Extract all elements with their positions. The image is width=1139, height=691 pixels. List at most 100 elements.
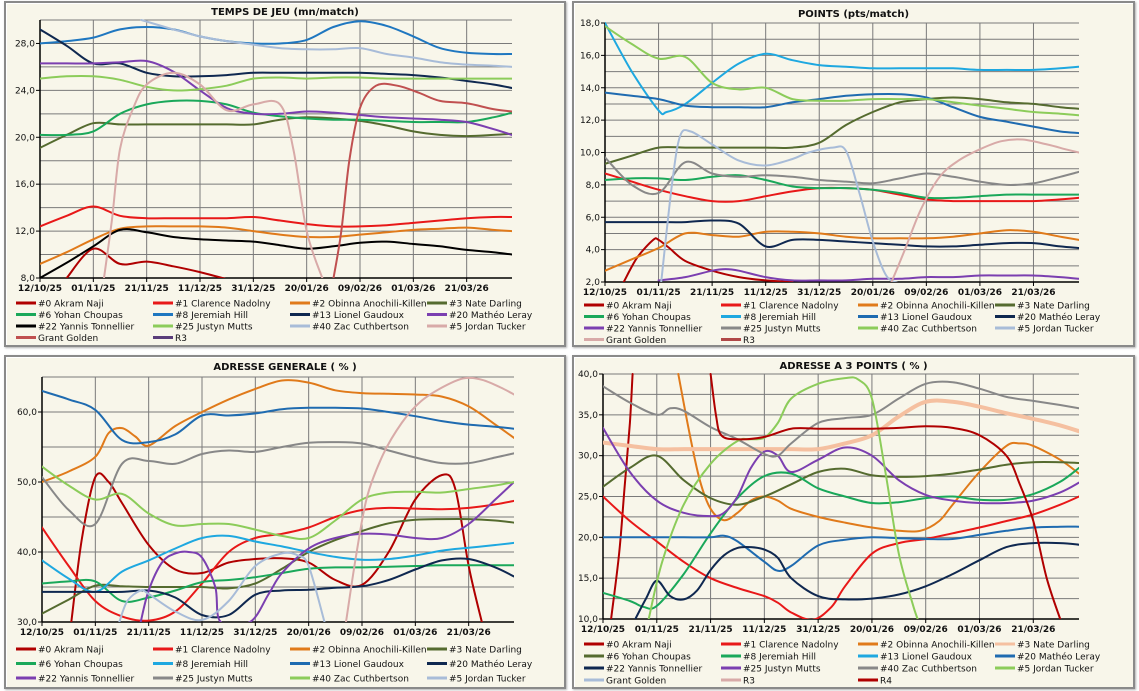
series-line-grant-golden[interactable] — [332, 82, 512, 279]
legend-item[interactable]: #3 Nate Darling — [427, 646, 522, 656]
legend-item[interactable]: #3 Nate Darling — [427, 300, 522, 310]
series-line-8-jeremiah-hill[interactable] — [605, 22, 1079, 116]
legend-item[interactable]: #20 Mathéo Leray — [995, 652, 1101, 663]
legend-item[interactable]: #8 Jeremiah Hill — [153, 311, 248, 321]
legend-item[interactable]: #3 Nate Darling — [995, 641, 1090, 651]
legend-item[interactable]: #8 Jeremiah Hill — [721, 313, 816, 323]
series-line-22-yannis-tonnellier[interactable] — [657, 268, 1079, 282]
legend-item[interactable]: #2 Obinna Anochili-Killen — [290, 300, 427, 310]
series-line-25-justyn-mutts[interactable] — [603, 426, 1079, 518]
legend-item[interactable]: #1 Clarence Nadolny — [153, 646, 271, 656]
legend-item[interactable]: Grant Golden — [584, 336, 666, 345]
series-line-r4[interactable] — [709, 373, 1062, 619]
legend-item[interactable]: #22 Yannis Tonnellier — [16, 323, 135, 333]
legend-item[interactable]: Grant Golden — [584, 677, 666, 687]
series-line-20-math-o-leray[interactable] — [42, 557, 514, 619]
legend-item[interactable]: #13 Lionel Gaudoux — [858, 653, 973, 663]
legend-item[interactable]: Grant Golden — [16, 334, 98, 344]
legend-item[interactable]: #13 Lionel Gaudoux — [858, 313, 973, 323]
series-line-0-akram-naji[interactable] — [610, 373, 634, 619]
legend-item[interactable]: #6 Yohan Choupas — [584, 653, 691, 663]
series-line-grant-golden[interactable] — [890, 138, 1080, 282]
series-line-3-nate-darling[interactable] — [42, 517, 514, 615]
series-line-3-nate-darling[interactable] — [603, 398, 1079, 452]
series-line-0-akram-naji[interactable] — [622, 237, 794, 282]
series-line-40-zac-cuthbertson[interactable] — [605, 25, 1079, 117]
legend-item[interactable]: #2 Obinna Anochili-Killen — [858, 302, 995, 312]
series-line-40-zac-cuthbertson[interactable] — [140, 19, 512, 68]
legend-item[interactable]: #8 Jeremiah Hill — [721, 653, 816, 663]
legend-item[interactable]: #25 Justyn Mutts — [721, 325, 821, 335]
series-line-8-jeremiah-hill[interactable] — [603, 466, 1079, 610]
series-line-13-lionel-gaudoux[interactable] — [40, 28, 512, 89]
legend-item[interactable]: #8 Jeremiah Hill — [153, 660, 248, 670]
legend-item[interactable]: R3 — [721, 336, 755, 345]
series-line-22-yannis-tonnellier[interactable] — [634, 541, 1079, 619]
legend-item[interactable]: #13 Lionel Gaudoux — [290, 311, 405, 321]
legend-item[interactable]: #13 Lionel Gaudoux — [290, 660, 405, 670]
series-line-2-obinna-anochili-killen[interactable] — [605, 229, 1079, 272]
series-line-22-yannis-tonnellier[interactable] — [139, 481, 514, 626]
series-line-5-jordan-tucker[interactable] — [103, 71, 324, 279]
legend-item[interactable]: #5 Jordan Tucker — [995, 325, 1094, 335]
legend-item[interactable]: #2 Obinna Anochili-Killen — [290, 646, 427, 656]
series-line-6-yohan-choupas[interactable] — [603, 454, 1079, 506]
legend-item[interactable]: #25 Justyn Mutts — [153, 675, 253, 685]
legend-item[interactable]: #25 Justyn Mutts — [153, 323, 253, 333]
legend-item[interactable]: #40 Zac Cuthbertson — [290, 323, 409, 333]
series-line-1-clarence-nadolny[interactable] — [603, 495, 1079, 620]
legend-item[interactable]: #1 Clarence Nadolny — [153, 300, 271, 310]
legend-item[interactable]: #6 Yohan Choupas — [16, 311, 123, 321]
legend-item[interactable]: #0 Akram Naji — [16, 300, 104, 310]
legend-item[interactable]: #0 Akram Naji — [584, 302, 672, 312]
series-line-13-lionel-gaudoux[interactable] — [42, 390, 514, 445]
legend-item[interactable]: R3 — [153, 334, 187, 344]
series-line-1-clarence-nadolny[interactable] — [40, 205, 512, 228]
legend-item[interactable]: #20 Mathéo Leray — [427, 310, 533, 321]
series-line-8-jeremiah-hill[interactable] — [40, 20, 512, 56]
series-line-2-obinna-anochili-killen[interactable] — [677, 373, 1079, 533]
series-line-6-yohan-choupas[interactable] — [40, 99, 512, 137]
series-line-20-math-o-leray[interactable] — [40, 59, 512, 136]
legend-item[interactable]: #3 Nate Darling — [995, 302, 1090, 312]
legend-item[interactable]: #0 Akram Naji — [584, 641, 672, 651]
legend-item[interactable]: #1 Clarence Nadolny — [721, 641, 839, 651]
legend-item[interactable]: #40 Zac Cuthbertson — [858, 665, 977, 675]
series-line-5-jordan-tucker[interactable] — [118, 551, 326, 623]
series-line-6-yohan-choupas[interactable] — [605, 174, 1079, 200]
legend-item[interactable]: #20 Mathéo Leray — [427, 659, 533, 670]
series-line-25-justyn-mutts[interactable] — [42, 441, 514, 528]
legend-item[interactable]: #22 Yannis Tonnellier — [584, 325, 703, 335]
legend-item[interactable]: R4 — [858, 677, 892, 687]
series-line-40-zac-cuthbertson[interactable] — [603, 380, 1079, 458]
series-line-20-math-o-leray[interactable] — [603, 525, 1079, 572]
series-line-2-obinna-anochili-killen[interactable] — [40, 225, 512, 265]
legend-item[interactable]: #5 Jordan Tucker — [427, 675, 526, 685]
legend-item[interactable]: #6 Yohan Choupas — [584, 313, 691, 323]
legend-item[interactable]: #5 Jordan Tucker — [427, 323, 526, 333]
series-line-3-nate-darling[interactable] — [605, 96, 1079, 165]
legend-item[interactable]: #1 Clarence Nadolny — [721, 302, 839, 312]
legend-item[interactable]: R3 — [721, 677, 755, 687]
series-line-5-jordan-tucker[interactable] — [647, 376, 919, 619]
legend-item[interactable]: #22 Yannis Tonnellier — [584, 665, 703, 675]
legend-item[interactable]: #6 Yohan Choupas — [16, 660, 123, 670]
series-line-grant-golden[interactable] — [345, 376, 514, 622]
legend-item[interactable]: #5 Jordan Tucker — [995, 665, 1094, 675]
series-line-8-jeremiah-hill[interactable] — [42, 534, 514, 593]
series-line-13-lionel-gaudoux[interactable] — [605, 91, 1079, 135]
legend-item[interactable]: #2 Obinna Anochili-Killen — [858, 641, 995, 651]
series-line-3-nate-darling[interactable] — [40, 116, 512, 149]
legend-item[interactable]: #22 Yannis Tonnellier — [16, 675, 135, 685]
legend-item[interactable]: #25 Justyn Mutts — [721, 665, 821, 675]
series-line-25-justyn-mutts[interactable] — [40, 74, 512, 92]
series-line-25-justyn-mutts[interactable] — [605, 156, 1079, 196]
legend-item[interactable]: #40 Zac Cuthbertson — [290, 675, 409, 685]
series-line-0-akram-naji[interactable] — [65, 247, 227, 279]
series-line-5-jordan-tucker[interactable] — [660, 129, 899, 284]
legend-item[interactable]: #0 Akram Naji — [16, 646, 104, 656]
series-line-40-zac-cuthbertson[interactable] — [42, 465, 514, 540]
series-line-22-yannis-tonnellier[interactable] — [40, 228, 512, 278]
legend-item[interactable]: #40 Zac Cuthbertson — [858, 325, 977, 335]
legend-item[interactable]: #20 Mathéo Leray — [995, 312, 1101, 323]
